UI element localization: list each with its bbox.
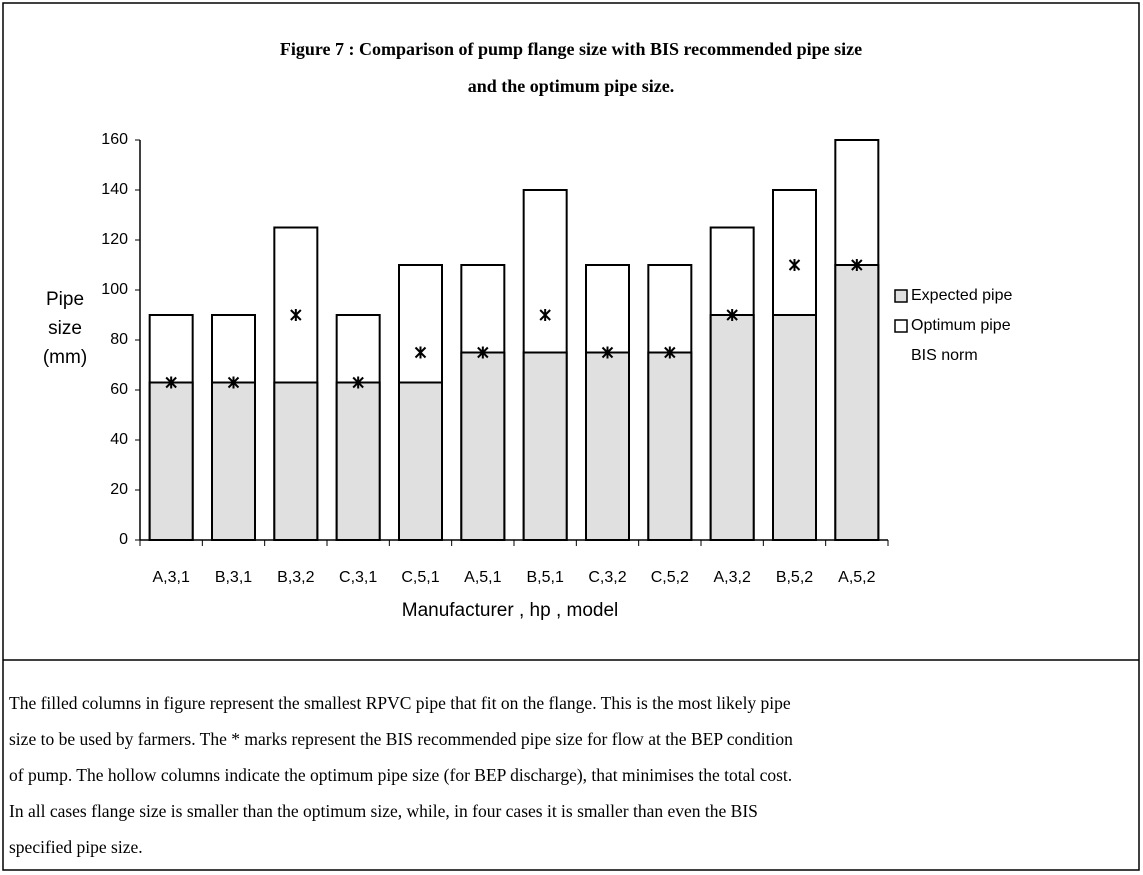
bar [522,351,568,541]
bar [834,264,880,541]
y-tick-label: 120 [101,231,128,248]
marker [290,309,302,321]
chart-title: Figure 7 : Comparison of pump flange siz… [280,39,862,59]
y-axis-label: size [48,318,82,339]
bar [273,381,319,541]
x-axis-label: Manufacturer , hp , model [402,600,619,621]
y-axis-label: (mm) [43,347,87,368]
caption-line: size to be used by farmers. The * marks … [9,729,793,749]
x-tick-label: A,5,2 [838,569,875,586]
chart-subtitle: and the optimum pipe size. [468,76,675,96]
caption: The filled columns in figure represent t… [9,685,793,865]
marker [477,346,489,359]
y-tick-label: 80 [110,331,128,348]
bar [398,381,443,541]
bar [647,351,693,541]
legend-swatch [894,319,908,333]
y-tick-label: 140 [101,181,128,198]
marker [726,309,738,321]
legend-label: Expected pipe [911,287,1013,304]
y-axis-label: Pipe [46,289,84,310]
y-tick-label: 20 [110,481,128,498]
marker [227,376,240,389]
y-tick-label: 100 [101,281,128,298]
x-tick-label: B,5,1 [526,569,563,586]
x-tick-label: A,5,1 [464,569,501,586]
legend-swatch [894,289,908,303]
y-tick-label: 60 [110,381,128,398]
bar [335,381,381,541]
x-tick-label: A,3,1 [152,569,189,586]
y-tick-label: 0 [119,531,128,548]
x-tick-label: B,3,2 [277,569,314,586]
x-tick-label: A,3,2 [713,569,750,586]
x-tick-label: B,5,2 [776,569,813,586]
bar [772,314,817,541]
y-tick-label: 40 [110,431,128,448]
caption-line: In all cases flange size is smaller than… [9,801,758,821]
caption-line: of pump. The hollow columns indicate the… [9,765,793,785]
marker [601,346,614,359]
caption-line: The filled columns in figure represent t… [9,693,791,713]
x-tick-label: C,3,2 [588,569,626,586]
marker [539,309,551,321]
bar [211,381,256,541]
marker [165,376,177,389]
x-tick-label: C,5,2 [651,569,689,586]
marker [664,346,676,359]
caption-line: specified pipe size. [9,837,143,857]
y-tick-label: 160 [101,131,128,148]
bar [148,381,194,541]
x-tick-label: B,3,1 [215,569,252,586]
x-tick-label: C,5,1 [401,569,439,586]
marker [414,346,427,359]
marker [352,376,364,389]
marker [788,259,801,271]
legend-label: BIS norm [911,347,978,364]
bar [709,314,755,541]
bar [460,351,506,541]
marker [851,259,863,271]
bar [585,351,630,541]
legend-label: Optimum pipe [911,317,1011,334]
x-tick-label: C,3,1 [339,569,377,586]
